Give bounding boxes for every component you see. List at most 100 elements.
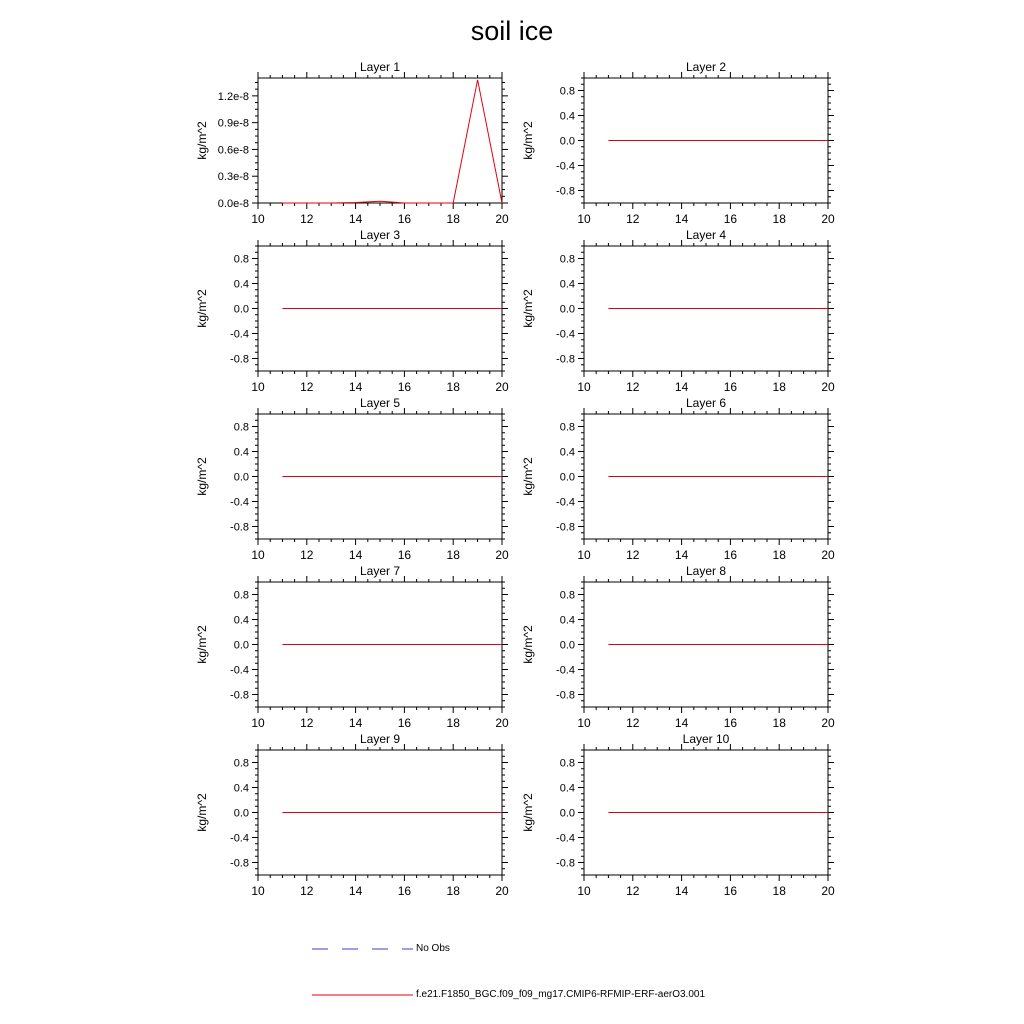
y-axis-label: kg/m^2 xyxy=(521,625,535,664)
x-tick-label: 10 xyxy=(577,548,591,562)
x-tick-label: 18 xyxy=(773,548,787,562)
y-tick-label: -0.4 xyxy=(556,329,575,341)
panel-title: Layer 8 xyxy=(686,564,726,578)
x-tick-label: 12 xyxy=(626,212,640,226)
x-tick-label: 16 xyxy=(724,884,738,898)
panel-layer-4: 10 12 14 16 18 20 -0.8 -0.4 0.0 0.4 0.8 Layer 4 kg/m… xyxy=(521,228,835,394)
y-axis-label: kg/m^2 xyxy=(521,793,535,832)
y-tick-label: -0.4 xyxy=(230,665,249,677)
x-tick-label: 12 xyxy=(300,212,314,226)
panel-title: Layer 5 xyxy=(360,396,400,410)
y-tick-label: -0.4 xyxy=(556,161,575,173)
y-tick-label: -0.4 xyxy=(230,833,249,845)
y-tick-label: 0.8 xyxy=(234,590,249,602)
y-tick-label: -0.4 xyxy=(556,665,575,677)
y-tick-label: 0.0e-8 xyxy=(218,198,249,210)
x-tick-label: 18 xyxy=(447,212,461,226)
panel-title: Layer 9 xyxy=(360,732,400,746)
y-axis-label: kg/m^2 xyxy=(521,457,535,496)
y-tick-label: 0.4 xyxy=(560,111,575,123)
x-tick-label: 16 xyxy=(724,716,738,730)
x-tick-label: 20 xyxy=(821,716,835,730)
y-tick-label: 0.4 xyxy=(234,447,249,459)
panel-layer-10: 10 12 14 16 18 20 -0.8 -0.4 0.0 0.4 0.8 Layer 10 kg/… xyxy=(521,732,835,898)
y-tick-label: 0.9e-8 xyxy=(218,118,249,130)
y-tick-label: -0.8 xyxy=(230,690,249,702)
x-tick-label: 18 xyxy=(773,380,787,394)
panel-title: Layer 10 xyxy=(683,732,730,746)
y-axis-label: kg/m^2 xyxy=(195,289,209,328)
x-tick-label: 10 xyxy=(251,884,265,898)
y-tick-label: -0.8 xyxy=(230,354,249,366)
x-tick-label: 14 xyxy=(675,548,689,562)
y-axis-label: kg/m^2 xyxy=(521,121,535,160)
y-tick-label: 0.4 xyxy=(560,615,575,627)
x-tick-label: 16 xyxy=(398,884,412,898)
x-tick-label: 12 xyxy=(626,380,640,394)
panel-layer-8: 10 12 14 16 18 20 -0.8 -0.4 0.0 0.4 0.8 Layer 8 kg/m… xyxy=(521,564,835,730)
y-tick-label: -0.8 xyxy=(556,186,575,198)
y-tick-label: -0.4 xyxy=(556,497,575,509)
y-tick-label: 0.0 xyxy=(234,304,249,316)
y-tick-label: -0.4 xyxy=(556,833,575,845)
y-axis-label: kg/m^2 xyxy=(195,793,209,832)
x-tick-label: 10 xyxy=(251,716,265,730)
x-tick-label: 20 xyxy=(495,212,509,226)
series-line-model xyxy=(282,79,503,204)
x-tick-label: 12 xyxy=(300,548,314,562)
x-tick-label: 20 xyxy=(495,548,509,562)
panel-layer-5: 10 12 14 16 18 20 -0.8 -0.4 0.0 0.4 0.8 Layer 5 kg/m… xyxy=(195,396,509,562)
panel-title: Layer 7 xyxy=(360,564,400,578)
x-tick-label: 14 xyxy=(675,380,689,394)
x-tick-label: 12 xyxy=(300,716,314,730)
y-tick-label: -0.4 xyxy=(230,329,249,341)
y-tick-label: -0.8 xyxy=(556,858,575,870)
x-tick-label: 16 xyxy=(724,548,738,562)
x-tick-label: 20 xyxy=(821,548,835,562)
y-tick-label: 0.0 xyxy=(560,640,575,652)
x-tick-label: 10 xyxy=(577,212,591,226)
y-tick-label: 0.4 xyxy=(560,447,575,459)
x-tick-label: 10 xyxy=(251,212,265,226)
x-tick-label: 20 xyxy=(821,212,835,226)
x-tick-label: 14 xyxy=(349,716,363,730)
y-tick-label: -0.8 xyxy=(556,690,575,702)
panel-layer-2: 10 12 14 16 18 20 -0.8 -0.4 0.0 0.4 0.8 Layer 2 kg/m… xyxy=(521,60,835,226)
y-tick-label: 0.8 xyxy=(560,590,575,602)
x-tick-label: 16 xyxy=(724,380,738,394)
panel-layer-7: 10 12 14 16 18 20 -0.8 -0.4 0.0 0.4 0.8 Layer 7 kg/m… xyxy=(195,564,509,730)
y-tick-label: 0.0 xyxy=(560,304,575,316)
y-tick-label: 0.8 xyxy=(234,422,249,434)
y-tick-label: 0.4 xyxy=(234,615,249,627)
panel-title: Layer 2 xyxy=(686,60,726,74)
panel-layer-1: 10 12 14 16 18 20 0.0e-8 0.3e-8 0.6e-8 0.9e-8 1.2e… xyxy=(195,60,509,226)
x-tick-label: 10 xyxy=(577,884,591,898)
x-tick-label: 18 xyxy=(447,716,461,730)
y-tick-label: 0.8 xyxy=(560,86,575,98)
x-tick-label: 20 xyxy=(495,884,509,898)
y-tick-label: -0.8 xyxy=(556,522,575,534)
x-tick-label: 16 xyxy=(724,212,738,226)
panel-title: Layer 1 xyxy=(360,60,400,74)
y-axis-label: kg/m^2 xyxy=(195,625,209,664)
x-tick-label: 18 xyxy=(773,716,787,730)
x-tick-label: 18 xyxy=(447,380,461,394)
y-tick-label: 0.0 xyxy=(234,472,249,484)
panel-title: Layer 6 xyxy=(686,396,726,410)
x-tick-label: 18 xyxy=(447,548,461,562)
x-tick-label: 18 xyxy=(447,884,461,898)
y-tick-label: 0.0 xyxy=(234,640,249,652)
panel-title: Layer 3 xyxy=(360,228,400,242)
x-tick-label: 20 xyxy=(495,380,509,394)
x-tick-label: 12 xyxy=(626,548,640,562)
y-tick-label: 0.0 xyxy=(560,472,575,484)
y-axis-label: kg/m^2 xyxy=(195,457,209,496)
panel-layer-3: 10 12 14 16 18 20 -0.8 -0.4 0.0 0.4 0.8 Layer 3 kg/m… xyxy=(195,228,509,394)
y-tick-label: 0.4 xyxy=(234,279,249,291)
x-tick-label: 20 xyxy=(495,716,509,730)
y-tick-label: 0.8 xyxy=(560,422,575,434)
x-tick-label: 16 xyxy=(398,380,412,394)
y-tick-label: 0.8 xyxy=(560,758,575,770)
x-tick-label: 10 xyxy=(251,380,265,394)
panel-layer-9: 10 12 14 16 18 20 -0.8 -0.4 0.0 0.4 0.8 Layer 9 kg/m… xyxy=(195,732,509,898)
